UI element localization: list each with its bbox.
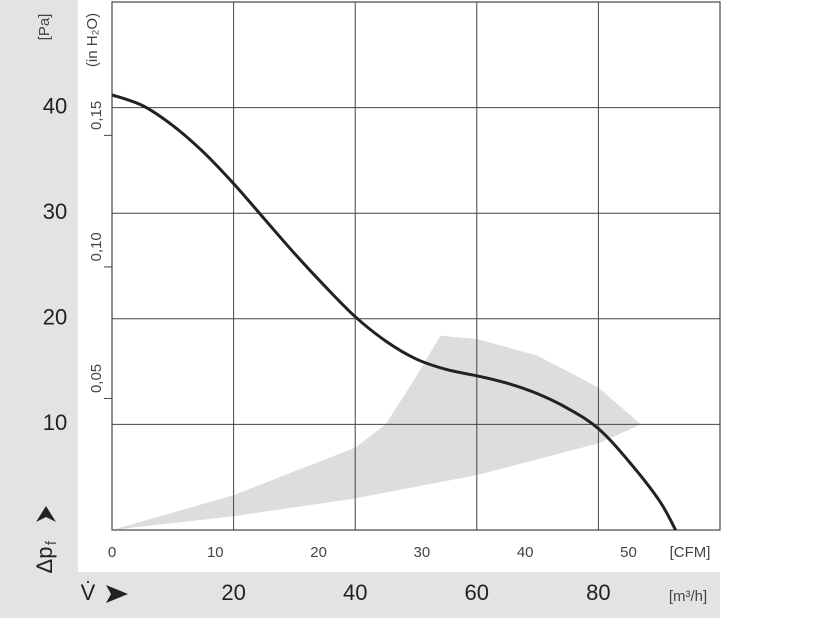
operating-region [112,335,641,530]
x2-tick-label: 0 [108,544,116,561]
y2-tick-label: 0,10 [88,232,105,261]
fan-curve [111,93,677,531]
x-tick-label: 40 [343,580,367,605]
x-tick-label: 60 [465,580,489,605]
x2-tick-label: 20 [310,544,327,561]
x-tick-label: 80 [586,580,610,605]
x2-unit: [CFM] [670,544,711,561]
plot-area [112,2,720,530]
bottom-band [78,572,720,618]
y2-tick-label: 0,05 [88,364,105,393]
x-arrow [106,585,128,603]
y-label-sub: f [43,540,60,545]
x-label: V̇ [81,580,96,605]
y-arrow [36,506,56,522]
left-band [0,0,78,618]
y-unit: [Pa] [36,14,53,41]
y-tick-label: 30 [43,199,67,224]
y2-tick-label: 0,15 [88,101,105,130]
y-label: Δp [32,547,57,574]
frame [111,1,721,531]
y-tick-label: 10 [43,410,67,435]
x2-tick-label: 30 [414,544,431,561]
x2-tick-label: 50 [620,544,637,561]
x-tick-label: 20 [221,580,245,605]
x2-tick-label: 40 [517,544,534,561]
x-unit: [m³/h] [669,588,707,605]
y2-unit: (in H₂O) [84,13,101,67]
y-tick-label: 20 [43,305,67,330]
y-tick-label: 40 [43,93,67,118]
x2-tick-label: 10 [207,544,224,561]
